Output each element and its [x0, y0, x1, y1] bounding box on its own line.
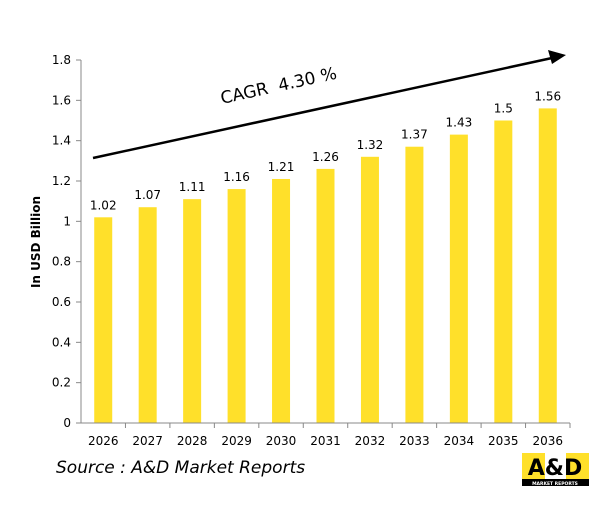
bar [449, 134, 468, 423]
x-tick-label: 2029 [221, 434, 252, 448]
bar [494, 120, 513, 423]
x-tick-label: 2036 [532, 434, 563, 448]
y-tick-label: 0.4 [52, 335, 71, 349]
data-label: 1.56 [534, 89, 561, 103]
y-tick-label: 1.6 [52, 93, 71, 107]
y-tick-label: 0 [63, 416, 71, 430]
bar [360, 156, 379, 424]
logo: A&D MARKET REPORTS [522, 453, 589, 487]
x-tick-label: 2034 [444, 434, 475, 448]
bar [405, 146, 424, 423]
cagr-arrowhead-icon [548, 50, 566, 64]
bars: 1.02 1.07 1.11 1.16 1.21 1.26 1.32 1.37 1.43 1.5 1… [90, 89, 561, 424]
y-tick-label: 1 [63, 214, 71, 228]
source-text: Source : A&D Market Reports [56, 458, 305, 478]
y-tick-label: 1.2 [52, 174, 71, 188]
y-tick-label: 0.6 [52, 295, 71, 309]
bar [138, 207, 157, 423]
x-tick-label: 2028 [177, 434, 208, 448]
y-tick-label: 1.8 [52, 53, 71, 67]
data-label: 1.37 [401, 128, 428, 142]
svg-text:MARKET REPORTS: MARKET REPORTS [532, 481, 578, 487]
bar [227, 189, 246, 423]
data-label: 1.11 [179, 180, 206, 194]
data-label: 1.07 [134, 188, 161, 202]
cagr-arrow [92, 56, 553, 160]
x-tick-label: 2027 [132, 434, 163, 448]
x-axis: 2026 2027 2028 2029 2030 2031 2032 2033 2034 2035… [81, 422, 571, 448]
y-axis-label: In USD Billion [29, 196, 43, 288]
bar [316, 168, 335, 423]
data-label: 1.02 [90, 198, 117, 212]
svg-text:A&D: A&D [528, 456, 582, 481]
bar [538, 108, 557, 424]
x-tick-label: 2031 [310, 434, 341, 448]
data-label: 1.43 [446, 116, 473, 130]
y-tick-label: 1.4 [52, 134, 71, 148]
x-tick-label: 2030 [266, 434, 297, 448]
y-tick-label: 0.8 [52, 255, 71, 269]
bar [94, 217, 113, 423]
x-tick-label: 2035 [488, 434, 519, 448]
y-axis: 0 0.2 0.4 0.6 0.8 1 1.2 1.4 1.6 1.8 [52, 53, 82, 430]
x-tick-label: 2033 [399, 434, 430, 448]
y-tick-label: 0.2 [52, 376, 71, 390]
x-tick-label: 2026 [88, 434, 119, 448]
x-tick-label: 2032 [355, 434, 386, 448]
bar [272, 178, 291, 423]
data-label: 1.26 [312, 150, 339, 164]
bar [183, 199, 202, 423]
data-label: 1.21 [268, 160, 295, 174]
data-label: 1.16 [223, 170, 250, 184]
data-label: 1.5 [494, 102, 513, 116]
data-label: 1.32 [357, 138, 384, 152]
cagr-annotation: CAGR 4.30 % [219, 64, 339, 109]
